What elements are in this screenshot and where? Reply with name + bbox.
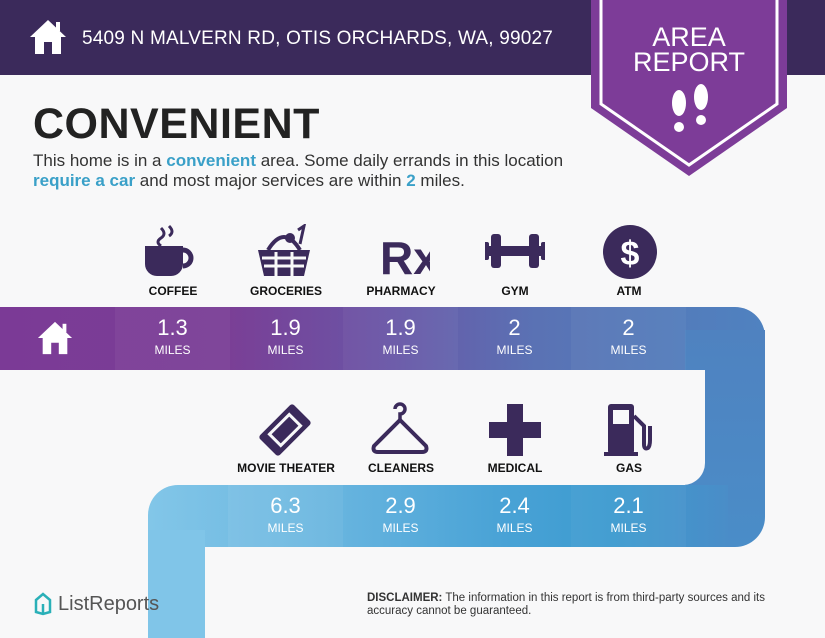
distance-value: 1.9 [270,315,301,340]
svg-text:$: $ [621,235,640,273]
distance-cell: 2.1 MILES [571,485,686,548]
distance-cell: 6.3 MILES [228,485,343,548]
bottom-route-band [148,485,728,547]
amenity-label: COFFEE [148,284,198,298]
rx-icon: Rx [370,224,439,284]
distance-value: 2.1 [613,493,644,518]
distance-unit: MILES [154,343,191,357]
amenity-label: PHARMACY [366,284,436,298]
distance-unit: MILES [496,521,533,535]
rating-description: This home is in a convenient area. Some … [33,151,564,190]
coffee-icon [139,224,199,280]
route-inner-corner [205,547,505,638]
distance-cell: 1.3 MILES [115,307,230,370]
distance-cell: 2.9 MILES [343,485,458,548]
listreports-logo-icon [34,592,52,616]
distance-cell: 2.4 MILES [457,485,572,548]
hanger-icon [370,402,430,458]
distance-value: 6.3 [270,493,301,518]
logo-text: ListReports [58,592,160,615]
left-route-band [148,530,205,638]
distance-unit: MILES [496,343,533,357]
amenity-label: GAS [615,461,642,475]
badge-title: AREA REPORT [591,22,787,77]
badge-line2: REPORT [632,47,746,77]
distance-cell: 2 MILES [571,307,686,370]
distance-value: 1.9 [385,315,416,340]
home-icon [30,20,66,54]
distance-unit: MILES [267,343,304,357]
svg-text:Rx: Rx [380,232,430,280]
footprints-icon [672,84,708,132]
property-address: 5409 N MALVERN RD, OTIS ORCHARDS, WA, 99… [82,28,554,49]
distance-unit: MILES [382,343,419,357]
distance-value: 2 [508,315,521,340]
ticket-icon [255,402,315,458]
distance-cell: 1.9 MILES [343,307,458,370]
listreports-logo: ListReports [32,592,159,616]
dumbbell-icon [481,224,549,280]
distance-unit: MILES [382,521,419,535]
distance-unit: MILES [610,521,647,535]
amenity-label: GROCERIES [249,284,322,298]
distance-value: 1.3 [157,315,188,340]
distance-value: 2 [622,315,635,340]
amenity-label: CLEANERS [367,461,434,475]
disclaimer: DISCLAIMER: The information in this repo… [367,592,765,617]
amenity-label: ATM [616,284,642,298]
home-icon [37,321,73,355]
distance-value: 2.9 [385,493,416,518]
distance-cell: 2 MILES [457,307,572,370]
gas-pump-icon [600,402,660,458]
distance-unit: MILES [610,343,647,357]
amenity-label: MOVIE THEATER [237,461,335,475]
rating-title: CONVENIENT [33,100,320,148]
medical-cross-icon [485,402,545,458]
distance-cell: 1.9 MILES [228,307,343,370]
basket-icon [254,222,314,280]
distance-unit: MILES [267,521,304,535]
amenity-label: MEDICAL [487,461,543,475]
distance-value: 2.4 [499,493,530,518]
badge-line1: AREA [652,22,726,52]
amenity-label: GYM [501,284,529,298]
area-report-badge [591,0,787,176]
dollar-icon: $ [600,224,660,280]
top-route-band [0,307,765,370]
